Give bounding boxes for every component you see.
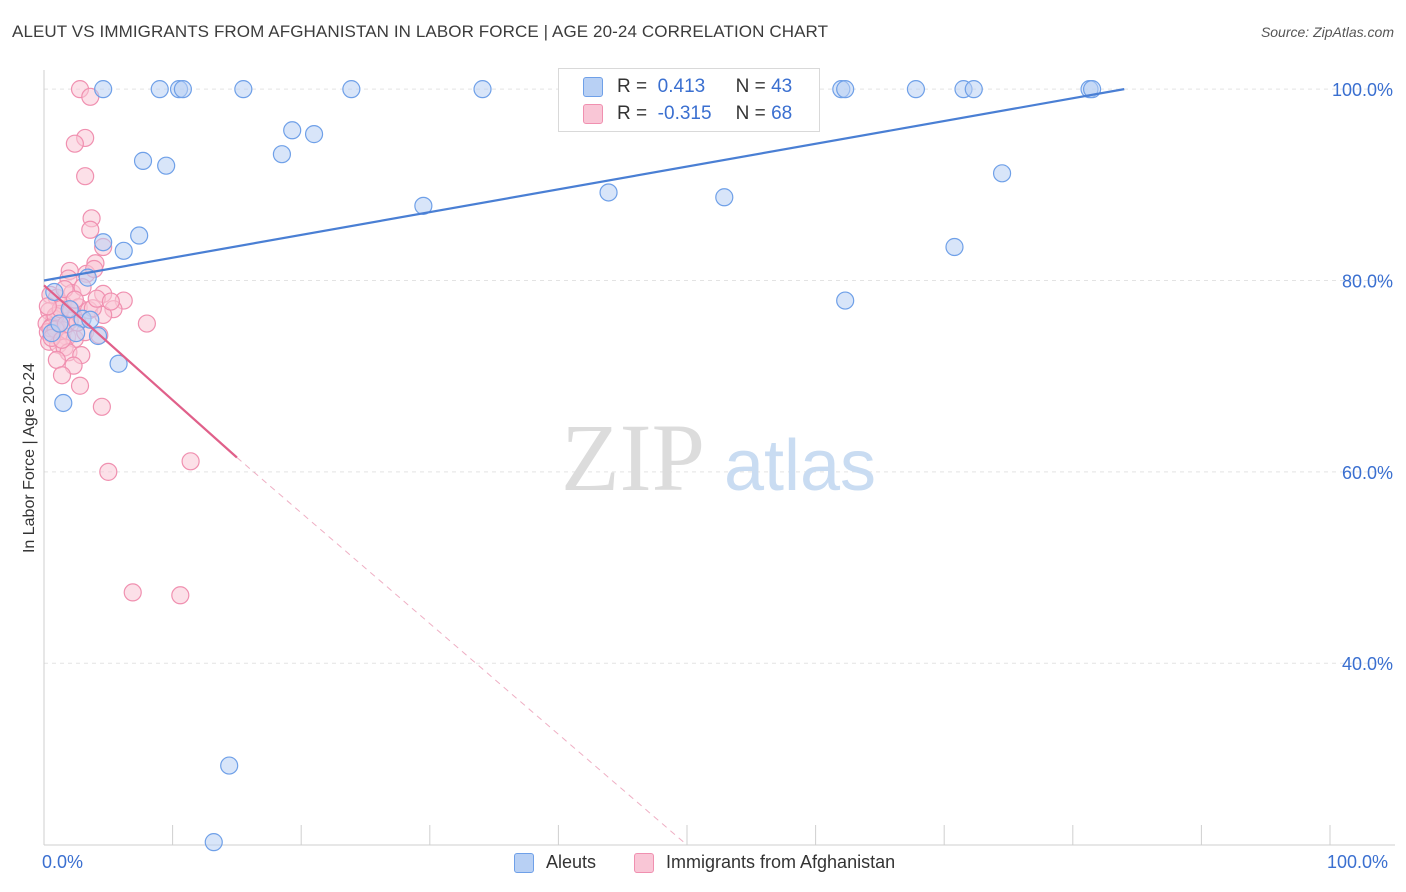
- aleut-point: [54, 393, 73, 413]
- y-tick-label: 80.0%: [1342, 271, 1393, 291]
- source-label: Source: ZipAtlas.com: [1260, 24, 1394, 40]
- axes: [43, 70, 1395, 846]
- legend-r-label: R =: [617, 76, 648, 97]
- afghanistan-point: [99, 462, 118, 481]
- aleut-point: [130, 226, 149, 245]
- aleut-point: [88, 326, 108, 346]
- bottom-legend-afghanistan[interactable]: Immigrants from Afghanistan: [634, 852, 895, 873]
- afghanistan-point: [81, 220, 100, 239]
- afghanistan-point: [47, 350, 66, 370]
- aleut-point: [94, 233, 113, 252]
- legend-n-value: 68: [771, 103, 793, 124]
- aleut-point: [342, 80, 361, 99]
- y-tick-label: 60.0%: [1342, 463, 1393, 483]
- bottom-legend-label: Immigrants from Afghanistan: [666, 852, 896, 872]
- aleut-point: [220, 756, 239, 775]
- aleut-point: [94, 80, 113, 99]
- legend-r-value: 0.413: [657, 76, 706, 97]
- legend-row-afghanistan: R = -0.315 N = 68: [583, 103, 792, 125]
- legend-r-label: R =: [617, 103, 648, 124]
- watermark: ZIP atlas: [561, 404, 876, 511]
- y-tick-label: 40.0%: [1342, 654, 1393, 674]
- aleut-point: [715, 188, 734, 207]
- watermark-zip: ZIP: [561, 404, 705, 511]
- afghanistan-point: [181, 452, 200, 471]
- afghanistan-point: [70, 376, 90, 395]
- aleut-point: [67, 324, 86, 343]
- aleut-point: [964, 80, 983, 99]
- aleut-point: [150, 80, 169, 99]
- grid: [44, 88, 1395, 664]
- aleut-point: [204, 833, 223, 852]
- afghanistan-point: [137, 314, 156, 333]
- aleut-point: [473, 80, 492, 99]
- legend-n-label: N =: [735, 103, 766, 124]
- aleut-point: [114, 241, 133, 260]
- aleut-point: [109, 354, 128, 373]
- afghanistan-trend-line: [43, 284, 238, 459]
- afghanistan-point: [76, 167, 95, 186]
- afghanistan-point: [123, 583, 142, 602]
- series-aleuts-points: [42, 80, 1102, 852]
- bottom-legend: Aleuts Immigrants from Afghanistan: [0, 852, 1406, 876]
- aleut-point: [45, 282, 64, 302]
- afghanistan-trend-extension: [236, 457, 688, 846]
- legend-swatch-aleuts: [583, 77, 603, 97]
- legend-swatch-afghanistan: [634, 852, 654, 873]
- aleut-point: [836, 80, 855, 99]
- afghanistan-point: [171, 586, 190, 605]
- legend-row-aleuts: R = 0.413 N = 43: [583, 76, 792, 98]
- correlation-legend: R = 0.413 N = 43 R = -0.315 N = 68: [558, 68, 820, 132]
- x-axis-min-label: 0.0%: [42, 852, 84, 872]
- aleut-point: [283, 121, 302, 140]
- afghanistan-point: [101, 292, 120, 311]
- watermark-atlas: atlas: [724, 426, 876, 506]
- legend-n-value: 43: [771, 76, 793, 97]
- afghanistan-point: [65, 134, 84, 153]
- aleut-point: [945, 237, 964, 257]
- x-axis-max-label: 100.0%: [1327, 852, 1389, 872]
- aleut-point: [234, 80, 253, 99]
- y-axis-label: In Labor Force | Age 20-24: [21, 362, 38, 554]
- aleut-point: [304, 125, 324, 144]
- y-tick-label: 100.0%: [1332, 80, 1393, 100]
- aleut-point: [133, 151, 153, 170]
- legend-n-label: N =: [735, 76, 766, 97]
- y-tick-labels: 100.0% 80.0% 60.0% 40.0%: [1332, 80, 1393, 674]
- legend-swatch-aleuts: [514, 852, 534, 873]
- aleut-point: [992, 164, 1012, 183]
- afghanistan-point: [92, 397, 111, 416]
- aleut-point: [906, 80, 926, 99]
- afghanistan-point: [52, 366, 72, 385]
- aleut-point: [836, 291, 855, 310]
- aleut-point: [157, 156, 176, 175]
- legend-r-value: -0.315: [657, 103, 712, 124]
- bottom-legend-label: Aleuts: [546, 852, 597, 872]
- trend-lines: [43, 88, 1125, 846]
- bottom-legend-aleuts[interactable]: Aleuts: [514, 852, 596, 873]
- chart-title: ALEUT VS IMMIGRANTS FROM AFGHANISTAN IN …: [12, 22, 829, 41]
- aleut-point: [599, 183, 618, 202]
- series-afghanistan-points: [37, 80, 200, 605]
- aleut-point: [50, 314, 69, 333]
- legend-swatch-afghanistan: [583, 104, 603, 124]
- aleuts-trend-line: [43, 88, 1125, 282]
- aleut-point: [173, 80, 192, 99]
- aleut-point: [272, 145, 292, 164]
